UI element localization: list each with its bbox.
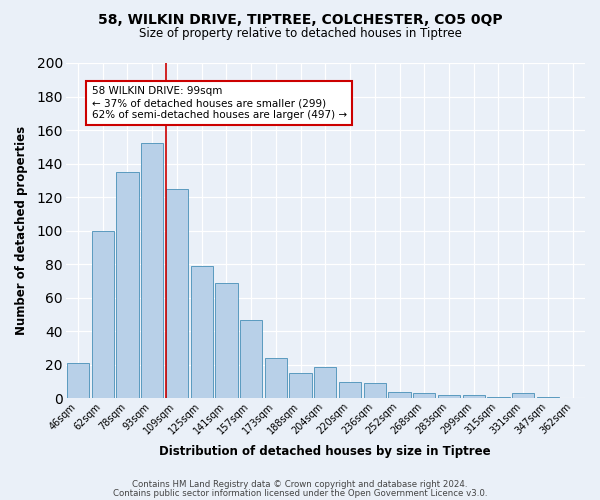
Bar — [92, 230, 114, 398]
Bar — [364, 384, 386, 398]
Text: 58, WILKIN DRIVE, TIPTREE, COLCHESTER, CO5 0QP: 58, WILKIN DRIVE, TIPTREE, COLCHESTER, C… — [98, 12, 502, 26]
Bar — [463, 395, 485, 398]
Bar — [289, 373, 312, 398]
X-axis label: Distribution of detached houses by size in Tiptree: Distribution of detached houses by size … — [160, 444, 491, 458]
Bar — [191, 266, 213, 398]
Text: Size of property relative to detached houses in Tiptree: Size of property relative to detached ho… — [139, 28, 461, 40]
Bar — [166, 189, 188, 398]
Bar — [215, 282, 238, 399]
Bar — [314, 366, 337, 398]
Y-axis label: Number of detached properties: Number of detached properties — [15, 126, 28, 336]
Bar — [339, 382, 361, 398]
Bar — [512, 394, 534, 398]
Bar — [537, 396, 559, 398]
Text: Contains public sector information licensed under the Open Government Licence v3: Contains public sector information licen… — [113, 488, 487, 498]
Bar — [141, 144, 163, 398]
Bar — [413, 394, 436, 398]
Bar — [388, 392, 410, 398]
Text: Contains HM Land Registry data © Crown copyright and database right 2024.: Contains HM Land Registry data © Crown c… — [132, 480, 468, 489]
Bar — [487, 396, 509, 398]
Text: 58 WILKIN DRIVE: 99sqm
← 37% of detached houses are smaller (299)
62% of semi-de: 58 WILKIN DRIVE: 99sqm ← 37% of detached… — [92, 86, 347, 120]
Bar — [67, 363, 89, 398]
Bar — [116, 172, 139, 398]
Bar — [438, 395, 460, 398]
Bar — [265, 358, 287, 399]
Bar — [240, 320, 262, 398]
